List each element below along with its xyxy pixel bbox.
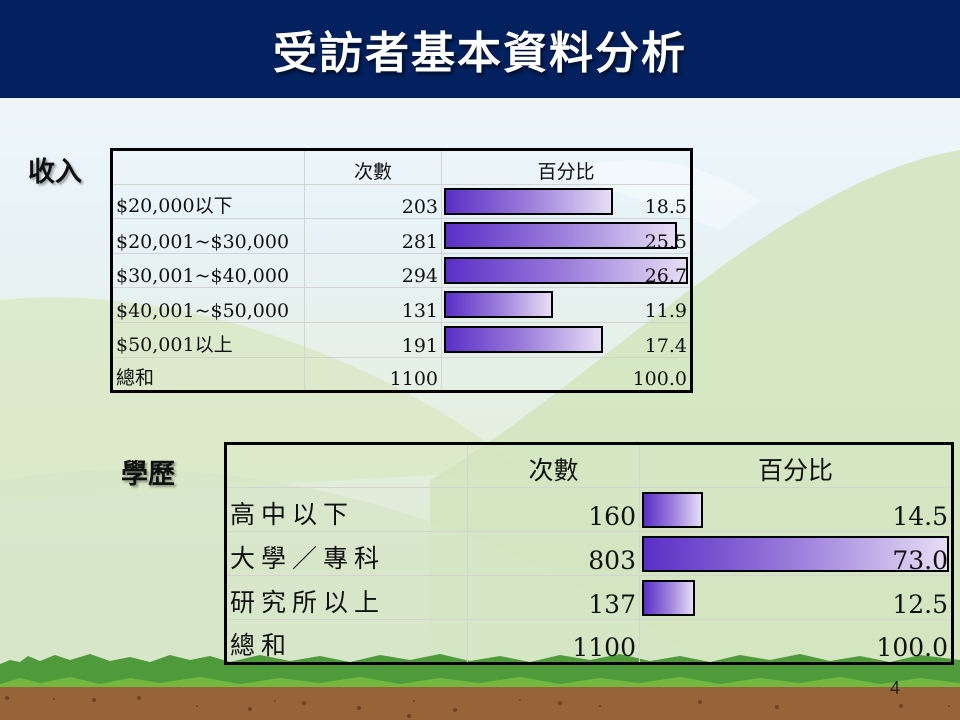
table-row: $20,001~$30,000 281 25.5 [111,218,692,254]
header-category [111,149,305,185]
percent-bar [642,492,703,528]
row-category: $30,001~$40,000 [111,252,305,289]
row-count: 203 [304,183,442,220]
header-percent: 百分比 [441,149,692,185]
row-category: $50,001以上 [111,321,305,358]
table-row: $30,001~$40,000 294 26.7 [111,252,692,289]
total-label: 總和 [111,356,305,393]
table-header-row: 次數 百分比 [225,443,953,488]
row-category: $40,001~$50,000 [111,287,305,323]
slide-title: 受訪者基本資料分析 [273,28,687,79]
table-row: $20,000以下 203 18.5 [111,183,692,220]
total-count: 1100 [304,356,442,393]
row-count: 131 [304,287,442,323]
table-total-row: 總和 1100 100.0 [111,356,692,393]
row-percent: 25.5 [644,230,687,253]
row-percent-cell: 12.5 [639,575,953,620]
row-percent: 12.5 [892,590,948,619]
row-count: 281 [304,218,442,254]
row-percent-cell: 17.4 [441,321,692,358]
row-percent-cell: 18.5 [441,183,692,220]
education-table: 次數 百分比 高中以下 160 14.5 大學／專科 803 73.0 研究所以… [224,442,954,665]
table-row: 高中以下 160 14.5 [225,487,953,532]
table-header-row: 次數 百分比 [111,149,692,185]
row-count: 294 [304,252,442,289]
row-category: $20,000以下 [111,183,305,220]
table-total-row: 總和 1100 100.0 [225,619,953,664]
row-category: $20,001~$30,000 [111,218,305,254]
row-count: 137 [467,575,640,620]
total-label: 總和 [225,619,468,664]
row-percent-cell: 26.7 [441,252,692,289]
income-table: 次數 百分比 $20,000以下 203 18.5 $20,001~$30,00… [110,148,693,394]
income-section-label: 收入 [28,157,82,188]
education-section-label: 學歷 [121,459,175,490]
title-bar: 受訪者基本資料分析 [0,0,960,98]
row-category: 大學／專科 [225,531,468,576]
percent-bar [444,325,603,353]
table-row: 研究所以上 137 12.5 [225,575,953,620]
row-count: 803 [467,531,640,576]
row-category: 研究所以上 [225,575,468,620]
header-category [225,443,468,488]
percent-bar [444,222,677,250]
row-count: 160 [467,487,640,532]
row-percent: 11.9 [644,299,687,322]
total-percent: 100.0 [639,619,953,664]
percent-bar [444,291,553,319]
table-row: 大學／專科 803 73.0 [225,531,953,576]
row-percent-cell: 11.9 [441,287,692,323]
total-percent: 100.0 [441,356,692,393]
header-percent: 百分比 [639,443,953,488]
header-count: 次數 [304,149,442,185]
row-percent: 18.5 [644,196,687,219]
row-count: 191 [304,321,442,358]
row-percent-cell: 25.5 [441,218,692,254]
row-percent: 26.7 [644,265,687,288]
percent-bar [642,536,949,572]
table-row: $50,001以上 191 17.4 [111,321,692,358]
row-percent-cell: 73.0 [639,531,953,576]
percent-bar [642,580,695,616]
table-row: $40,001~$50,000 131 11.9 [111,287,692,323]
row-category: 高中以下 [225,487,468,532]
row-percent: 17.4 [644,334,687,357]
header-count: 次數 [467,443,640,488]
page-number: 4 [890,678,901,698]
row-percent-cell: 14.5 [639,487,953,532]
percent-bar [444,256,688,284]
row-percent: 14.5 [892,502,948,531]
percent-bar [444,187,613,215]
row-percent: 73.0 [892,546,948,575]
total-count: 1100 [467,619,640,664]
